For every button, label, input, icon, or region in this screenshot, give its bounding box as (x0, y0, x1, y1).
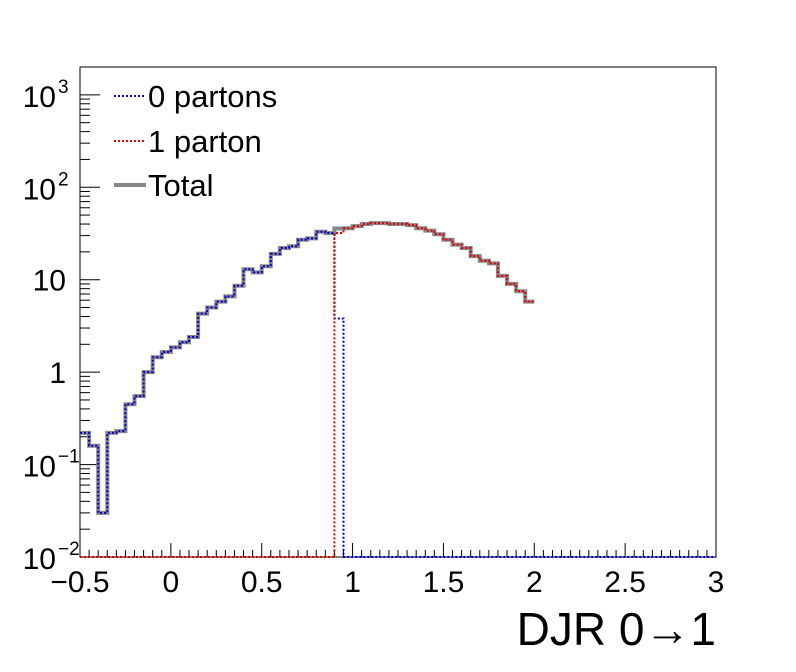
y-tick-label: 1 (49, 357, 66, 390)
series-total (80, 221, 535, 515)
y-tick-label: 10 (23, 543, 56, 576)
y-tick-label: 10 (23, 173, 56, 206)
x-tick-label: −0.5 (50, 566, 109, 599)
x-tick-label: 1.5 (423, 566, 465, 599)
x-axis-label: DJR 0→1 (517, 603, 716, 655)
y-tick-label: 10 (33, 265, 66, 298)
y-tick-exponent: 2 (58, 169, 69, 190)
y-tick-exponent: 3 (58, 77, 69, 98)
legend: 0 partons 1 parton Total (114, 79, 277, 203)
x-tick-label: 0 (163, 566, 180, 599)
legend-label: Total (148, 168, 213, 203)
y-tick-exponent: −1 (58, 447, 80, 468)
histogram-series (80, 221, 716, 558)
x-tick-label: 2 (526, 566, 543, 599)
x-axis-ticks: −0.5 0 0.5 1 1.5 2 2.5 3 (50, 543, 724, 599)
series-0-partons (80, 230, 716, 558)
x-tick-label: 2.5 (604, 566, 646, 599)
y-tick-label: 10 (23, 451, 56, 484)
y-tick-label: 10 (23, 81, 56, 114)
x-tick-label: 1 (344, 566, 361, 599)
legend-label: 1 parton (148, 124, 262, 159)
series-1-parton (80, 222, 535, 558)
legend-label: 0 partons (148, 79, 277, 114)
x-tick-label: 3 (708, 566, 725, 599)
y-tick-exponent: −2 (58, 539, 80, 560)
x-tick-label: 0.5 (241, 566, 283, 599)
